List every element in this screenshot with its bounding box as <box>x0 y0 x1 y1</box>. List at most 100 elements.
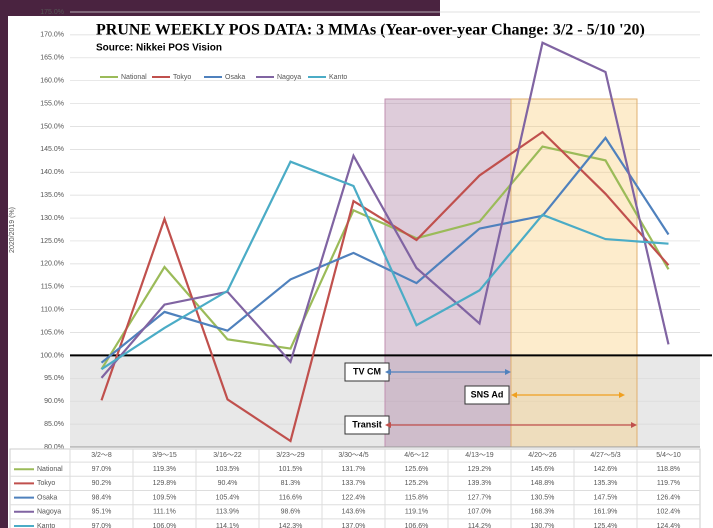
y-tick-label: 120.0% <box>40 261 64 268</box>
y-tick-label: 160.0% <box>40 78 64 85</box>
y-tick-label: 130.0% <box>40 215 64 222</box>
y-tick-label: 175.0% <box>40 9 64 16</box>
sns-zone <box>510 98 638 448</box>
chart-subtitle: Source: Nikkei POS Vision <box>96 43 222 54</box>
table-cell: 133.7% <box>342 480 366 487</box>
y-tick-label: 125.0% <box>40 238 64 245</box>
legend-label: Kanto <box>329 74 347 81</box>
table-cell: 81.3% <box>281 480 301 487</box>
table-cell: 101.5% <box>279 466 303 473</box>
y-tick-label: 135.0% <box>40 192 64 199</box>
series-line <box>100 160 669 371</box>
series-line <box>100 41 670 379</box>
table-cell: 119.3% <box>153 466 176 473</box>
table-cell: 148.8% <box>531 480 555 487</box>
y-tick-label: 100.0% <box>40 352 64 359</box>
table-cell: 139.3% <box>468 480 492 487</box>
y-axis-label: 2020/2019 (%) <box>9 207 16 253</box>
series-line <box>100 145 670 370</box>
y-tick-label: 110.0% <box>41 306 64 313</box>
table-cell: 126.4% <box>657 494 681 501</box>
x-tick-label: 5/4～10 <box>656 452 681 459</box>
legend-label: Nagoya <box>277 74 301 81</box>
y-tick-label: 170.0% <box>40 32 64 39</box>
table-cell: 130.5% <box>531 494 555 501</box>
table-cell: 106.6% <box>405 523 429 528</box>
table-cell: 142.3% <box>279 523 303 528</box>
table-cell: 135.3% <box>594 480 618 487</box>
x-tick-label: 4/27～5/3 <box>590 452 620 459</box>
annotation-label: SNS Ad <box>471 389 504 399</box>
table-cell: 90.4% <box>218 480 238 487</box>
table-cell: 98.6% <box>281 509 301 516</box>
table-cell: 97.0% <box>92 466 112 473</box>
y-tick-label: 165.0% <box>40 55 64 62</box>
table-series-name: Tokyo <box>37 480 55 487</box>
y-tick-label: 95.0% <box>44 375 64 382</box>
x-tick-label: 3/9～15 <box>152 452 177 459</box>
annotation-label: TV CM <box>353 366 381 376</box>
series-line <box>100 136 670 364</box>
table <box>9 448 701 528</box>
annotation-box <box>464 385 510 405</box>
table-cell: 125.6% <box>405 466 429 473</box>
table-cell: 97.0% <box>92 523 112 528</box>
panel-top <box>440 0 713 16</box>
table-cell: 119.1% <box>405 509 428 516</box>
table-cell: 98.4% <box>92 494 112 501</box>
table-cell: 114.2% <box>468 523 491 528</box>
table-cell: 168.3% <box>531 509 555 516</box>
x-tick-label: 4/13～19 <box>465 452 494 459</box>
legend-label: Osaka <box>225 74 245 81</box>
table-cell: 103.5% <box>216 466 240 473</box>
x-tick-label: 3/23～29 <box>276 452 305 459</box>
x-tick-label: 4/6～12 <box>404 452 429 459</box>
y-tick-label: 115.0% <box>41 284 64 291</box>
table-cell: 130.7% <box>531 523 555 528</box>
annotation-label: Transit <box>352 419 382 429</box>
table-cell: 142.6% <box>594 466 618 473</box>
table-series-name: Nagoya <box>37 509 61 516</box>
table-cell: 111.1% <box>153 509 176 516</box>
table-cell: 105.4% <box>216 494 240 501</box>
table-cell: 119.7% <box>657 480 680 487</box>
table-cell: 131.7% <box>342 466 366 473</box>
table-cell: 161.9% <box>594 509 618 516</box>
table-cell: 116.6% <box>279 494 302 501</box>
y-tick-label: 90.0% <box>44 398 64 405</box>
table-series-name: National <box>37 466 63 473</box>
x-tick-label: 3/30～4/5 <box>338 452 368 459</box>
table-cell: 115.8% <box>405 494 428 501</box>
table-series-name: Kanto <box>37 523 55 528</box>
table-cell: 113.9% <box>216 509 239 516</box>
y-tick-label: 145.0% <box>40 146 64 153</box>
y-tick-label: 155.0% <box>40 100 64 107</box>
table-cell: 95.1% <box>92 509 112 516</box>
table-cell: 122.4% <box>342 494 366 501</box>
x-tick-label: 4/20～26 <box>528 452 557 459</box>
table-cell: 147.5% <box>594 494 618 501</box>
table-cell: 129.2% <box>468 466 492 473</box>
table-cell: 145.6% <box>531 466 555 473</box>
table-cell: 114.1% <box>216 523 239 528</box>
table-cell: 125.4% <box>594 523 618 528</box>
y-tick-label: 140.0% <box>40 169 64 176</box>
table-cell: 129.8% <box>153 480 177 487</box>
x-tick-label: 3/2～8 <box>91 452 112 459</box>
table-cell: 90.2% <box>92 480 112 487</box>
y-tick-label: 80.0% <box>44 444 64 451</box>
table-cell: 127.7% <box>468 494 492 501</box>
x-tick-label: 3/16～22 <box>213 452 242 459</box>
table-cell: 106.0% <box>153 523 177 528</box>
table-cell: 118.8% <box>657 466 680 473</box>
y-tick-label: 105.0% <box>40 329 64 336</box>
table-series-name: Osaka <box>37 494 57 501</box>
legend-label: Tokyo <box>173 74 191 81</box>
chart-title: PRUNE WEEKLY POS DATA: 3 MMAs (Year-over… <box>96 22 645 39</box>
table-cell: 102.4% <box>657 509 681 516</box>
table-cell: 137.0% <box>342 523 366 528</box>
table-cell: 124.4% <box>657 523 681 528</box>
y-tick-label: 85.0% <box>44 421 64 428</box>
